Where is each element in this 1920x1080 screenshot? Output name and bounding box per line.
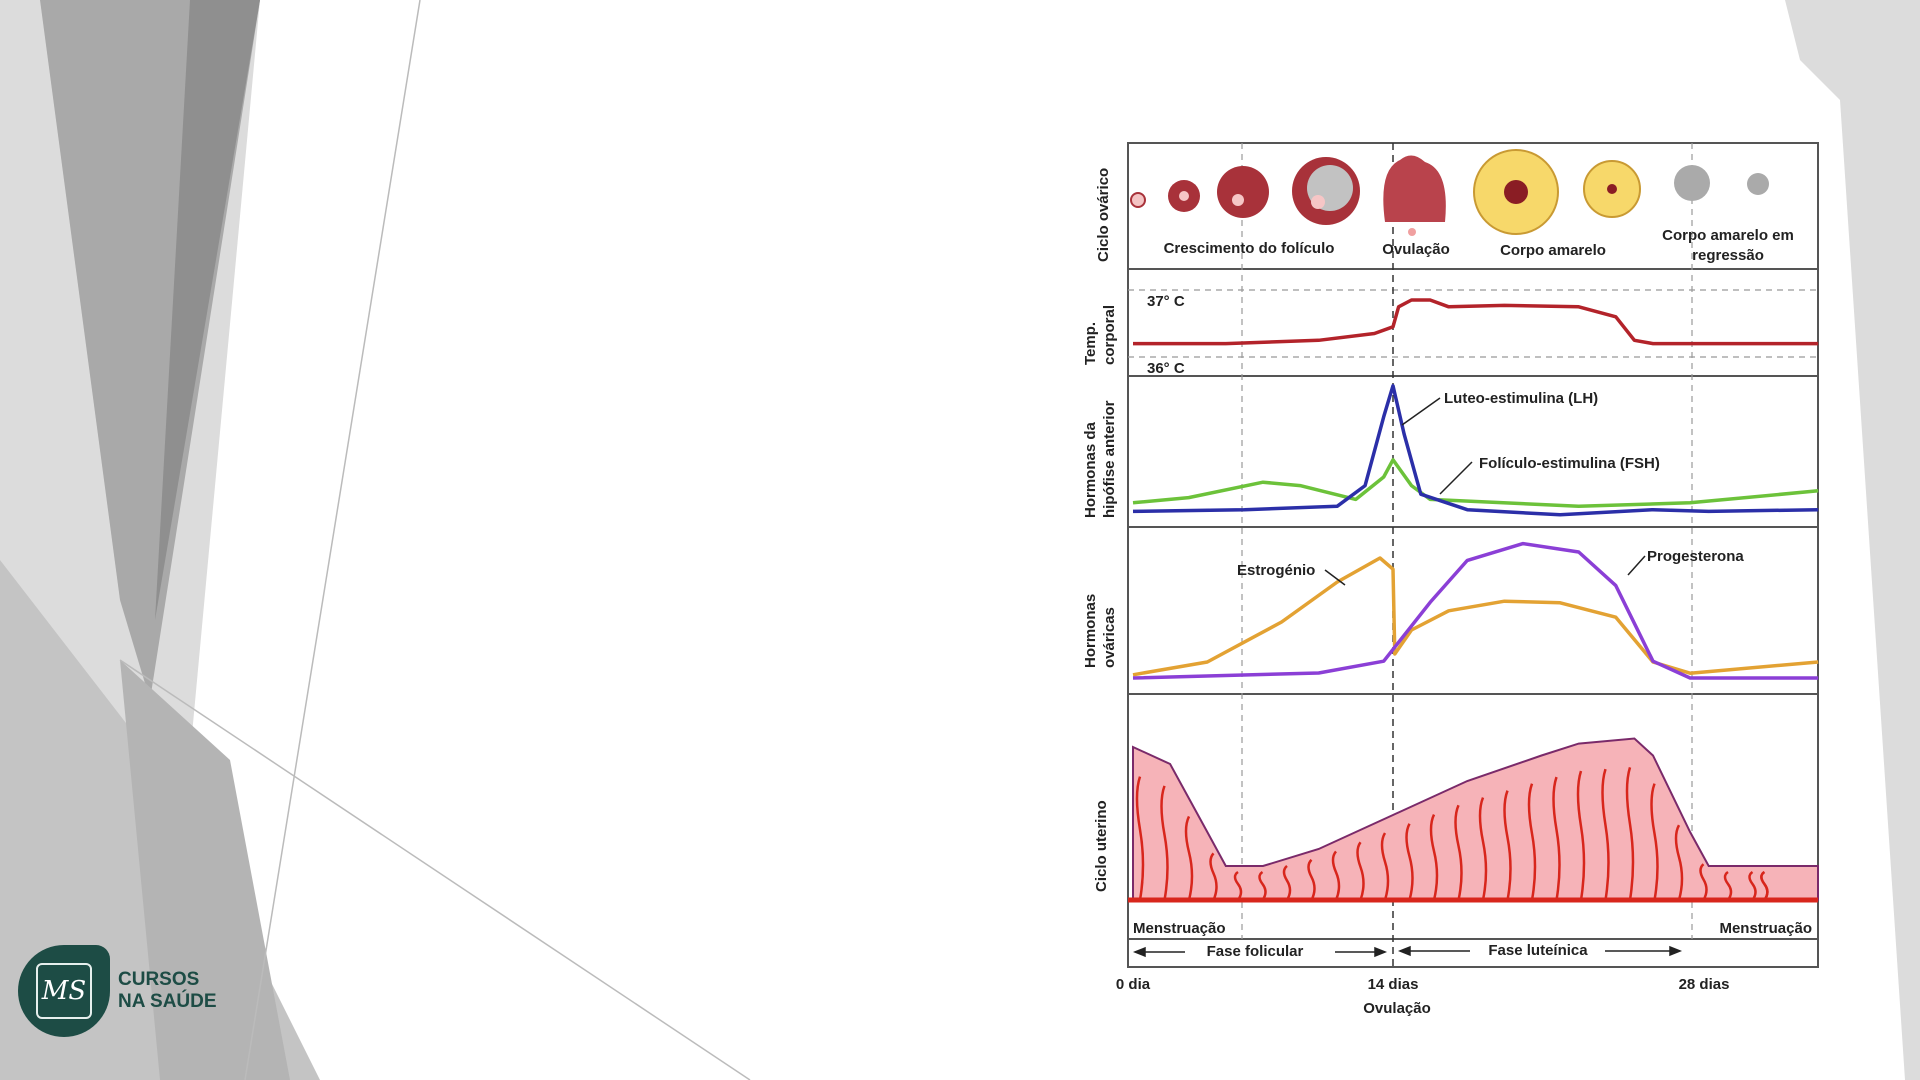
logo-mark-icon: MS [18, 945, 110, 1037]
row-label-ovarian-hormones: ováricas [1101, 607, 1118, 668]
uterine-gland [1405, 823, 1414, 901]
logo-text-line1: CURSOS [118, 969, 200, 990]
corpus-luteum-icons [1473, 149, 1769, 235]
temp-36: 36° C [1147, 360, 1185, 377]
uterine-gland [1552, 776, 1561, 901]
row-label-temp: corporal [1101, 305, 1118, 365]
uterine-gland [1380, 832, 1390, 901]
uterine-gland [1233, 870, 1243, 901]
label-regression: regressão [1692, 247, 1764, 264]
uterine-gland [1625, 766, 1635, 901]
uterine-gland [1356, 841, 1365, 901]
endometrium-layer [1132, 737, 1819, 901]
fsh-curve [1132, 458, 1819, 508]
temperature-curve [1133, 298, 1819, 346]
estrogen-curve [1132, 556, 1819, 677]
tick-ovulation: Ovulação [1363, 1000, 1431, 1017]
row-label-ovarian-hormones: Hormonas [1082, 594, 1099, 668]
row-label-temp: Temp. [1082, 322, 1099, 365]
uterine-gland [1160, 785, 1169, 901]
row-label-pituitary: Hormonas da [1082, 421, 1099, 518]
tick-day-0: 0 dia [1116, 976, 1151, 993]
label-follicle-growth: Crescimento do folículo [1164, 240, 1335, 257]
uterine-gland [1527, 783, 1537, 901]
uterine-gland [1209, 852, 1218, 901]
label-fsh: Folículo-estimulina (FSH) [1479, 455, 1660, 472]
uterine-gland [1307, 858, 1316, 901]
uterine-gland [1454, 804, 1463, 901]
lh-curve [1132, 384, 1819, 517]
row-label-uterine: Ciclo uterino [1093, 800, 1110, 892]
label-menstruation-left: Menstruação [1133, 920, 1226, 937]
uterine-gland [1601, 768, 1610, 901]
uterine-gland [1429, 813, 1439, 901]
label-menstruation-right: Menstruação [1719, 920, 1812, 937]
label-follicular-phase: Fase folicular [1207, 943, 1304, 960]
uterine-gland [1258, 870, 1267, 901]
label-lh: Luteo-estimulina (LH) [1444, 390, 1598, 407]
uterine-gland [1723, 870, 1733, 901]
tick-day-14: 14 dias [1368, 976, 1419, 993]
uterine-gland [1748, 870, 1757, 901]
label-ovulation: Ovulação [1382, 241, 1450, 258]
label-estrogen: Estrogénio [1237, 562, 1315, 579]
label-progesterone: Progesterona [1647, 548, 1744, 565]
uterine-gland [1184, 815, 1194, 901]
uterine-gland [1576, 770, 1586, 901]
row-label-pituitary: hipófise anterior [1101, 400, 1118, 518]
uterine-gland [1331, 850, 1341, 901]
uterine-gland [1478, 797, 1488, 901]
logo-text-line2: NA SAÚDE [118, 991, 217, 1012]
uterine-gland [1699, 863, 1708, 901]
uterine-gland [1674, 824, 1684, 901]
tick-day-28: 28 dias [1679, 976, 1730, 993]
progesterone-curve [1132, 541, 1819, 680]
label-regression: Corpo amarelo em [1662, 227, 1794, 244]
follicle-icons [1130, 155, 1446, 236]
temp-37: 37° C [1147, 293, 1185, 310]
row-label-ovarian-cycle: Ciclo ovárico [1095, 168, 1112, 262]
label-corpus-luteum: Corpo amarelo [1500, 242, 1606, 259]
uterine-gland [1503, 790, 1512, 901]
logo: MS CURSOS NA SAÚDE [18, 945, 217, 1037]
uterine-gland [1282, 864, 1292, 901]
uterine-gland [1650, 783, 1659, 901]
uterine-gland [1760, 870, 1769, 901]
uterine-gland [1135, 776, 1145, 901]
label-luteal-phase: Fase luteínica [1488, 942, 1588, 959]
